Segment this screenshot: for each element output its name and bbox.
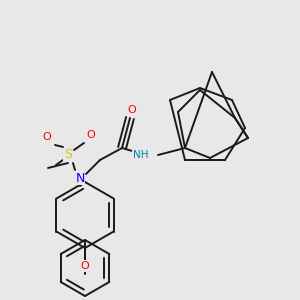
Text: O: O: [128, 105, 136, 115]
Text: S: S: [64, 148, 72, 161]
Text: O: O: [87, 130, 95, 140]
Text: N: N: [75, 172, 85, 184]
Text: O: O: [81, 261, 89, 271]
Text: O: O: [43, 132, 51, 142]
Text: NH: NH: [133, 150, 148, 160]
